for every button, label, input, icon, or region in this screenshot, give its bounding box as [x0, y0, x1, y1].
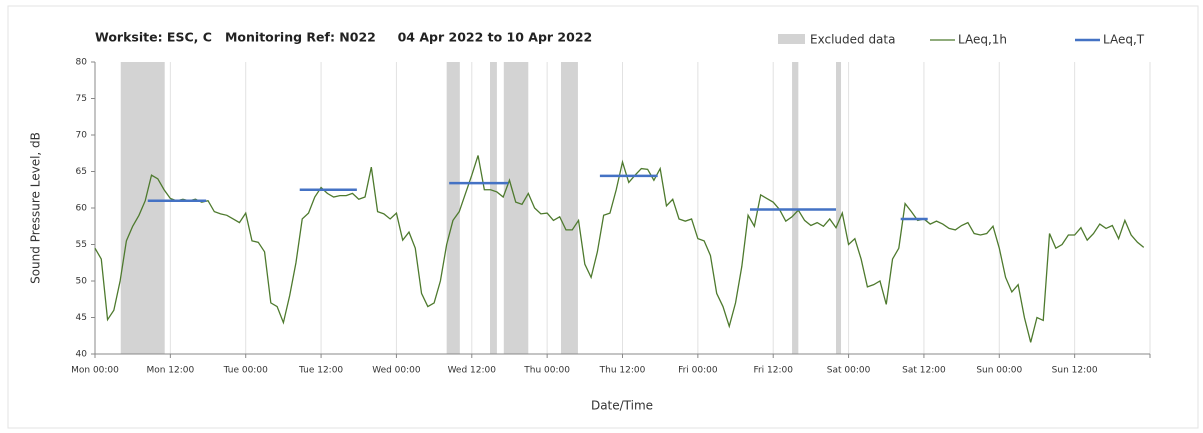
- y-tick-label: 75: [76, 94, 87, 104]
- x-tick-label: Wed 00:00: [372, 366, 421, 376]
- excluded-band: [489, 62, 497, 354]
- legend-label: Excluded data: [810, 33, 895, 47]
- legend-label: LAeq,T: [1103, 33, 1145, 47]
- x-tick-label: Sat 12:00: [902, 366, 946, 376]
- excluded-band: [503, 62, 529, 354]
- excluded-band: [560, 62, 578, 354]
- y-axis-label: Sound Pressure Level, dB: [29, 132, 43, 284]
- x-tick-label: Sun 12:00: [1052, 366, 1098, 376]
- x-tick-label: Mon 12:00: [146, 366, 194, 376]
- x-tick-label: Sun 00:00: [976, 366, 1022, 376]
- x-tick-label: Mon 00:00: [71, 366, 119, 376]
- x-tick-label: Tue 12:00: [298, 366, 343, 376]
- y-tick-label: 55: [76, 240, 87, 250]
- y-tick-label: 40: [76, 350, 88, 360]
- excluded-band: [836, 62, 842, 354]
- legend-label: LAeq,1h: [958, 33, 1007, 47]
- series-line: [94, 155, 1145, 343]
- frame: [7, 5, 1199, 429]
- x-axis-label: Date/Time: [591, 399, 653, 413]
- x-tick-label: Fri 12:00: [753, 366, 793, 376]
- chart-title: Worksite: ESC, C Monitoring Ref: N022 04…: [95, 30, 592, 45]
- y-tick-label: 70: [76, 131, 88, 141]
- y-tick-label: 80: [76, 58, 88, 68]
- y-tick-label: 65: [76, 167, 87, 177]
- excluded-band: [446, 62, 460, 354]
- x-tick-label: Tue 00:00: [223, 366, 268, 376]
- y-tick-label: 60: [76, 204, 88, 214]
- y-tick-label: 50: [76, 277, 88, 287]
- x-tick-label: Fri 00:00: [678, 366, 718, 376]
- legend-swatch: [778, 34, 805, 44]
- excluded-band: [792, 62, 799, 354]
- x-tick-label: Sat 00:00: [827, 366, 871, 376]
- x-tick-label: Thu 12:00: [599, 366, 646, 376]
- x-tick-label: Thu 00:00: [523, 366, 570, 376]
- y-tick-label: 45: [76, 313, 87, 323]
- x-tick-label: Wed 12:00: [448, 366, 497, 376]
